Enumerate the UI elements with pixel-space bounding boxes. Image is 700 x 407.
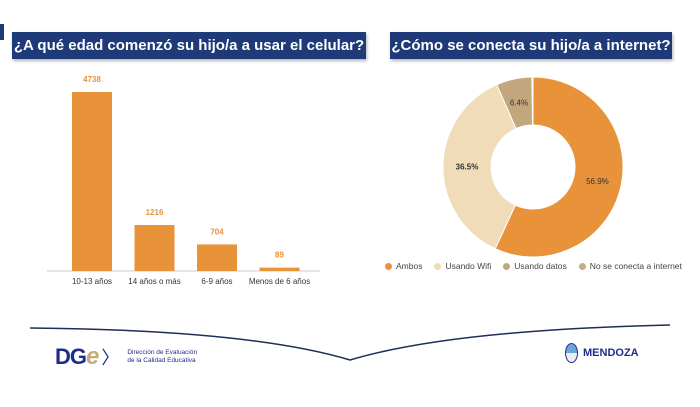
bar <box>259 267 300 271</box>
org-line2: de la Calidad Educativa <box>127 357 196 364</box>
legend-item: Usando datos <box>503 261 567 271</box>
donut-legend: Ambos Usando Wifi Usando datos No se conect… <box>385 261 682 271</box>
legend-item: Ambos <box>385 261 422 271</box>
legend-item: No se conecta a internet <box>578 261 682 271</box>
legend-item: Usando Wifi <box>434 261 491 271</box>
category-label: Menos de 6 años <box>249 277 310 286</box>
bar-chart-title: ¿A qué edad comenzó su hijo/a a usar el … <box>12 32 366 59</box>
footer-swoosh <box>29 324 671 361</box>
donut-slice <box>496 76 533 130</box>
org-line1: Dirección de Evaluación <box>127 349 198 356</box>
category-label: 14 años o más <box>128 277 180 286</box>
bar <box>72 92 112 271</box>
donut-chart-title: ¿Cómo se conecta su hijo/a a internet? <box>390 32 672 59</box>
legend-swatch <box>385 263 392 270</box>
bar-value-label: 1216 <box>146 208 164 217</box>
category-label: 6-9 años <box>201 277 232 286</box>
slice-label: 36.5% <box>456 162 479 171</box>
category-label: 10-13 años <box>72 277 112 286</box>
dge-logo: DG e 〉 Dirección de Evaluación de la Calida… <box>55 343 198 370</box>
legend-swatch <box>503 263 511 270</box>
seal-icon <box>565 343 578 363</box>
donut-slice <box>442 83 517 250</box>
bar <box>134 225 175 271</box>
bar-value-label: 4738 <box>83 75 101 84</box>
bar-value-label: 704 <box>210 227 224 236</box>
legend-swatch <box>578 263 586 270</box>
slice-label: 6.4% <box>510 99 528 108</box>
bar <box>197 244 237 271</box>
legend-swatch <box>434 263 442 270</box>
edge-accent <box>0 24 4 40</box>
bar-value-label: 89 <box>275 251 284 260</box>
slice-label: 56.9% <box>586 177 609 186</box>
province-name: MENDOZA <box>583 347 639 359</box>
donut-slice <box>494 76 624 258</box>
mendoza-logo: MENDOZA <box>565 343 639 363</box>
